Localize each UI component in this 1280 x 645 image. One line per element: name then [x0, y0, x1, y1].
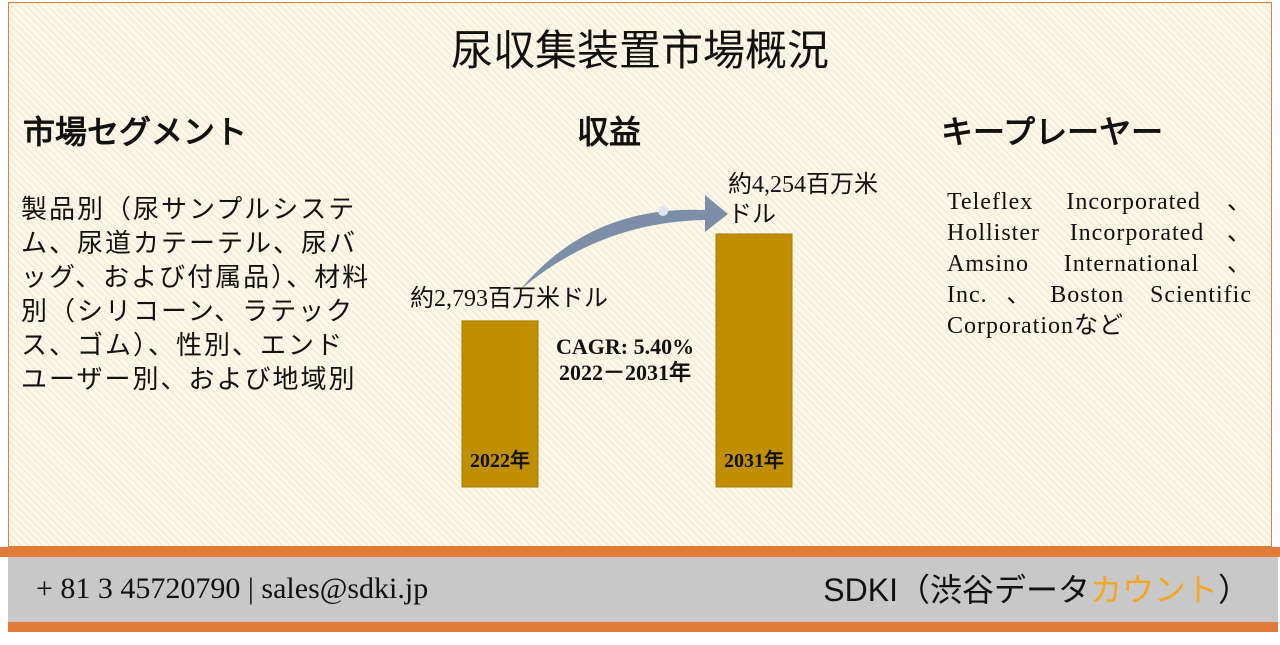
company: SDKI（渋谷データカウント） — [823, 565, 1250, 611]
players-text: Teleflex Incorporated、Hollister Incorpor… — [947, 189, 1252, 339]
company-name: ） — [1217, 572, 1250, 608]
footer — [8, 557, 1278, 622]
company-name: SDKI（渋谷データ — [823, 572, 1090, 608]
footer-stripe — [8, 622, 1278, 632]
year-label: 2022年 — [470, 448, 530, 472]
bar — [461, 320, 539, 488]
contact: + 81 3 45720790 | sales@sdki.jp — [36, 572, 429, 605]
revenue-chart: 2031年 2022年 — [461, 195, 793, 488]
period: 2022－2031年 — [559, 360, 692, 385]
value-label: 約4,254百万米ドル — [728, 172, 878, 228]
value-label: 約2,793百万米ドル — [410, 286, 608, 312]
cagr-box: CAGR: 5.40% 2022－2031年 — [556, 334, 694, 386]
growth-arrow — [520, 195, 728, 290]
infographic-panel: 尿収集装置市場概況 市場セグメント 収益 キープレーヤー 製品別（尿サンプルシス… — [8, 2, 1272, 547]
segments-text: 製品別（尿サンプルシステム、尿道カテーテル、尿バッグ、および付属品）、材料別（シ… — [21, 195, 371, 394]
segments-heading: 市場セグメント — [23, 114, 248, 150]
year-label: 2031年 — [724, 448, 784, 472]
arrow-highlight — [658, 206, 668, 216]
title: 尿収集装置市場概況 — [450, 29, 829, 75]
cagr: CAGR: 5.40% — [556, 334, 695, 359]
footer-stripe — [0, 547, 1280, 557]
revenue-heading: 収益 — [577, 114, 642, 150]
players-heading: キープレーヤー — [941, 114, 1164, 150]
company-name-highlight: カウント — [1089, 572, 1218, 608]
bar — [715, 233, 793, 488]
